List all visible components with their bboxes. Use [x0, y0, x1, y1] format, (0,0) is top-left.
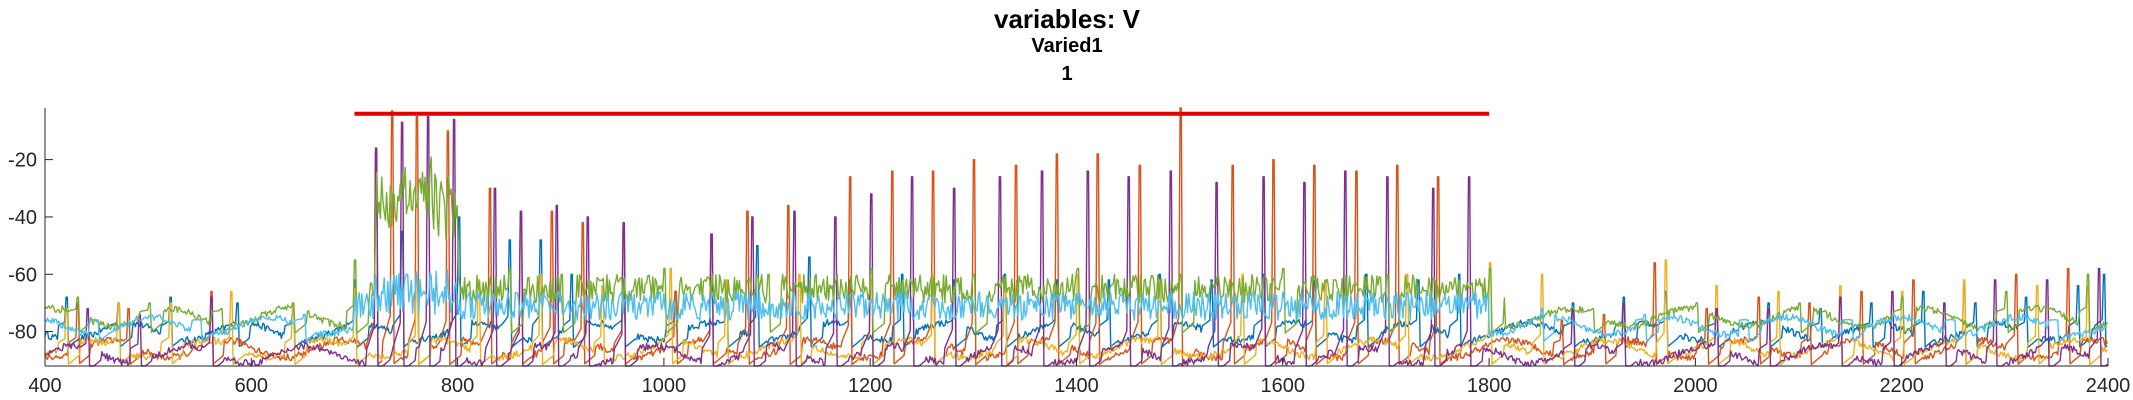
- y-tick-label: -60: [8, 264, 37, 286]
- x-tick-label: 600: [235, 375, 268, 397]
- series-6-line: [44, 268, 2108, 343]
- chart-subtitle: Varied1: [1031, 35, 1102, 57]
- series-3-line: [44, 259, 2108, 366]
- x-tick-label: 1800: [1467, 375, 1512, 397]
- x-tick-label: 2200: [1879, 375, 1924, 397]
- x-tick-label: 1400: [1054, 375, 1099, 397]
- axes: 400 600 800 1000 1200 1400 1600 1800 2000 2200 240…: [8, 108, 2130, 397]
- x-tick-label: 2000: [1673, 375, 1718, 397]
- x-tick-label: 1200: [848, 375, 893, 397]
- x-tick-label: 800: [441, 375, 474, 397]
- x-tick-label: 1600: [1261, 375, 1306, 397]
- x-tick-label: 2400: [2086, 375, 2131, 397]
- series-3: [44, 259, 2108, 366]
- x-tick-label: 400: [28, 375, 61, 397]
- series-6: [44, 268, 2108, 343]
- series-2-line: [44, 107, 2108, 366]
- y-tick-label: -20: [8, 150, 37, 172]
- chart-title: variables: V: [994, 4, 1141, 34]
- series-2: [44, 107, 2108, 366]
- y-tick-label: -40: [8, 207, 37, 229]
- series-layer: [44, 107, 2108, 367]
- chart-subtitle-2: 1: [1061, 63, 1072, 85]
- y-tick-label: -80: [8, 322, 37, 344]
- x-tick-label: 1000: [642, 375, 687, 397]
